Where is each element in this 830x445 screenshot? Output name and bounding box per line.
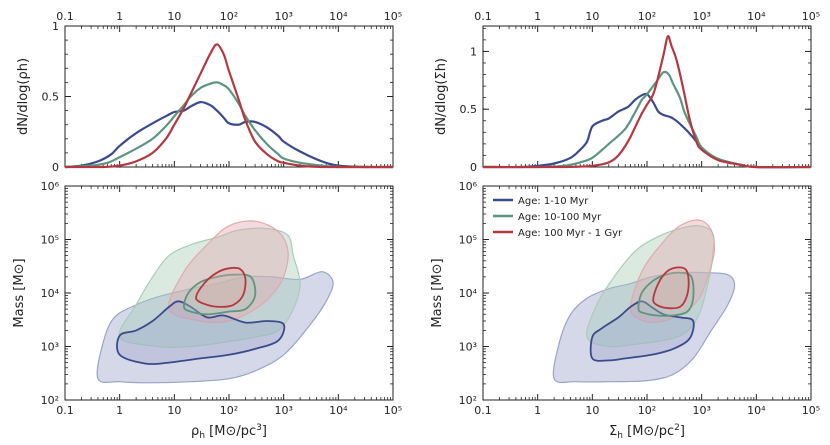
y-tick-label: 10⁶	[41, 180, 60, 193]
y-tick-label: 0	[52, 161, 59, 174]
x-tick-label: 10²	[220, 404, 238, 417]
x-axis-label-part: Σ	[609, 424, 617, 439]
y-tick-label: 10⁶	[459, 180, 478, 193]
y-tick-label: 0.5	[460, 103, 478, 116]
x-tick-label: 1	[534, 10, 541, 23]
inner-contour	[195, 266, 247, 308]
inner-contour	[183, 273, 257, 316]
inner-contour	[116, 300, 286, 366]
x-tick-label: 10⁴	[747, 10, 766, 23]
outer-contour	[168, 220, 289, 324]
series-line	[482, 35, 812, 169]
x-axis-label-part: [M⊙/pc	[623, 424, 674, 439]
x-tick-label: 10⁵	[384, 10, 402, 23]
plot-frame	[482, 25, 812, 168]
inner-contour	[637, 271, 695, 317]
x-tick-label: 10⁵	[802, 404, 820, 417]
x-tick-label: 10³	[274, 404, 292, 417]
x-tick-label: 10⁴	[329, 10, 348, 23]
y-tick-label: 10⁴	[41, 287, 60, 300]
x-tick-label: 10⁴	[747, 404, 766, 417]
x-tick-label: 10²	[638, 404, 656, 417]
x-tick-label: 0.1	[56, 10, 74, 23]
y-axis-label: dN/dlog(ρh)	[16, 58, 31, 135]
legend-label: Age: 100 Myr - 1 Gyr	[518, 228, 623, 239]
x-tick-label: 10²	[638, 10, 656, 23]
inner-contour	[652, 266, 690, 310]
x-tick-label: 10	[167, 404, 181, 417]
panel-top-right: 0.1 1 10 10² 10³ 10⁴ 10⁵ 0 0.5 1 dN/dlog(Σh)	[434, 10, 820, 174]
series-line	[482, 70, 812, 169]
x-tick-label: 0.1	[474, 404, 492, 417]
panel-bottom-left: 0.1 1 10 10² 10³ 10⁴ 10⁵ 10² 10³ 10⁴ 10⁵ 10⁶ ρh [M⊙/…	[12, 180, 402, 441]
x-axis-label-part: h	[199, 431, 205, 441]
x-tick-label: 1	[534, 404, 541, 417]
outer-contour	[118, 227, 301, 348]
x-tick-label: 10⁴	[329, 404, 348, 417]
outer-contour	[96, 271, 334, 384]
x-tick-label: 10	[585, 404, 599, 417]
x-tick-label: 0.1	[474, 10, 492, 23]
legend-label: Age: 1-10 Myr	[518, 196, 589, 207]
x-axis-label-part: h	[617, 431, 623, 441]
x-tick-label: 10⁵	[802, 10, 820, 23]
y-tick-label: 1	[470, 45, 477, 58]
x-tick-label: 10	[167, 10, 181, 23]
y-tick-label: 0.5	[42, 91, 60, 104]
x-tick-label: 10	[585, 10, 599, 23]
legend-label: Age: 10-100 Myr	[518, 212, 602, 223]
series-line	[64, 43, 393, 169]
x-axis-label-part: ]	[262, 424, 267, 439]
x-tick-label: 10³	[274, 10, 292, 23]
y-tick-label: 10⁴	[459, 287, 478, 300]
y-tick-label: 10⁵	[459, 234, 477, 247]
x-tick-label: 10³	[692, 10, 710, 23]
x-axis-label: ρh [M⊙/pc3]	[191, 423, 267, 441]
y-tick-label: 0	[470, 161, 477, 174]
y-axis-label: Mass [M⊙]	[430, 258, 445, 327]
x-tick-label: 10³	[692, 404, 710, 417]
y-axis-label: Mass [M⊙]	[12, 258, 27, 327]
y-tick-label: 10³	[459, 341, 477, 354]
y-tick-label: 10³	[41, 341, 59, 354]
x-axis-label-part: 2	[674, 423, 680, 433]
y-tick-label: 10⁵	[41, 234, 59, 247]
x-axis-label: Σh [M⊙/pc2]	[609, 423, 685, 441]
y-tick-label: 10²	[41, 394, 59, 407]
x-tick-label: 10²	[220, 10, 238, 23]
series-line	[64, 100, 394, 169]
x-tick-label: 1	[116, 404, 123, 417]
panel-bottom-right: 0.1 1 10 10² 10³ 10⁴ 10⁵ 10² 10³ 10⁴ 10⁵ 10⁶ Σh [M⊙/…	[430, 180, 820, 441]
x-tick-label: 0.1	[56, 404, 74, 417]
plot-frame	[64, 25, 394, 168]
x-axis-label-part: [M⊙/pc	[205, 424, 256, 439]
y-tick-label: 1	[52, 20, 59, 33]
legend: Age: 1-10 Myr Age: 10-100 Myr Age: 100 Myr…	[493, 196, 623, 239]
series-line	[64, 81, 393, 169]
x-axis-label-part: 3	[256, 423, 262, 433]
x-tick-label: 10⁵	[384, 404, 402, 417]
x-tick-label: 1	[116, 10, 123, 23]
y-tick-label: 10²	[459, 394, 477, 407]
x-axis-label-part: ρ	[191, 424, 199, 439]
x-axis-label-part: ]	[680, 424, 685, 439]
y-axis-label: dN/dlog(Σh)	[434, 58, 449, 135]
